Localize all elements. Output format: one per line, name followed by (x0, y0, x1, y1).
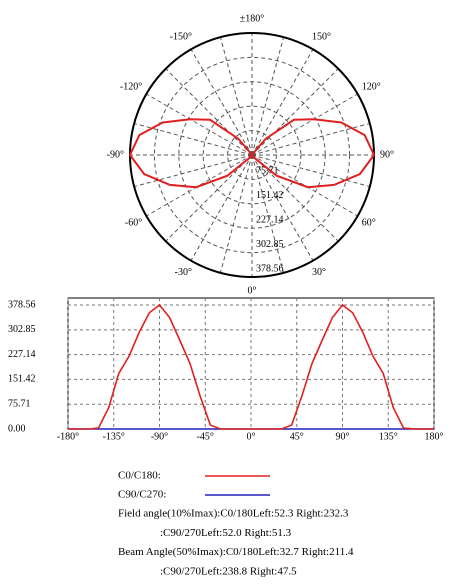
angle-tick-label: 90° (380, 149, 394, 160)
spoke (219, 37, 253, 156)
legend-label: C0/C180: (118, 470, 161, 482)
y-tick-label: 75.71 (8, 399, 31, 410)
x-tick-label: 0° (247, 431, 256, 442)
x-tick-label: -135° (103, 431, 125, 442)
x-tick-label: 135° (379, 431, 398, 442)
r-tick-label: 227.14 (256, 214, 284, 225)
spoke (190, 49, 253, 156)
r-tick-label: 75.71 (256, 166, 279, 177)
spoke (251, 154, 358, 217)
y-tick-label: 0.00 (8, 423, 26, 434)
ring (202, 105, 302, 205)
ring (227, 130, 277, 180)
annotation: :C90/270Left:238.8 Right:47.5 (160, 565, 297, 577)
x-tick-label: 90° (336, 431, 350, 442)
spoke (219, 154, 253, 273)
spoke (146, 93, 253, 156)
x-tick-label: -90° (151, 431, 168, 442)
annotation: Beam Angle(50%Imax):C0/180Left:32.7 Righ… (118, 546, 354, 558)
spoke (146, 154, 253, 217)
x-tick-label: -45° (197, 431, 214, 442)
y-tick-label: 378.56 (8, 299, 36, 310)
spoke (251, 122, 370, 156)
r-tick-label: 302.85 (256, 239, 284, 250)
spoke (251, 37, 285, 156)
y-tick-label: 227.14 (8, 349, 36, 360)
spoke (165, 154, 253, 242)
y-tick-label: 151.42 (8, 374, 36, 385)
legend-label: C90/C270: (118, 489, 166, 501)
spoke (251, 93, 358, 156)
angle-tick-label: 0° (248, 285, 257, 296)
polar-curve (128, 118, 376, 189)
x-tick-label: -180° (57, 431, 79, 442)
ring (178, 81, 326, 229)
spoke (134, 154, 253, 188)
spoke (251, 49, 314, 156)
spoke (251, 154, 339, 242)
spoke (165, 68, 253, 156)
angle-tick-label: 150° (312, 32, 331, 43)
r-tick-label: 378.56 (256, 263, 284, 274)
y-tick-label: 302.85 (8, 324, 36, 335)
angle-tick-label: ±180° (240, 13, 265, 24)
angle-tick-label: 120° (362, 81, 381, 92)
spoke (251, 68, 339, 156)
spoke (251, 154, 285, 273)
x-tick-label: 45° (290, 431, 304, 442)
angle-tick-label: -30° (175, 267, 192, 278)
spoke (134, 122, 253, 156)
annotation: :C90/270Left:52.0 Right:51.3 (160, 527, 292, 539)
angle-tick-label: -120° (120, 81, 142, 92)
angle-tick-label: -60° (125, 217, 142, 228)
ring (153, 56, 351, 254)
angle-tick-label: 30° (312, 267, 326, 278)
spoke (190, 154, 253, 261)
spoke (251, 154, 370, 188)
line-series (68, 303, 434, 430)
spoke (251, 154, 314, 261)
r-tick-label: 151.42 (256, 190, 284, 201)
angle-tick-label: -150° (170, 32, 192, 43)
angle-tick-label: -90° (107, 149, 124, 160)
x-tick-label: 180° (425, 431, 444, 442)
annotation: Field angle(10%Imax):C0/180Left:52.3 Rig… (118, 508, 349, 520)
angle-tick-label: 60° (362, 217, 376, 228)
